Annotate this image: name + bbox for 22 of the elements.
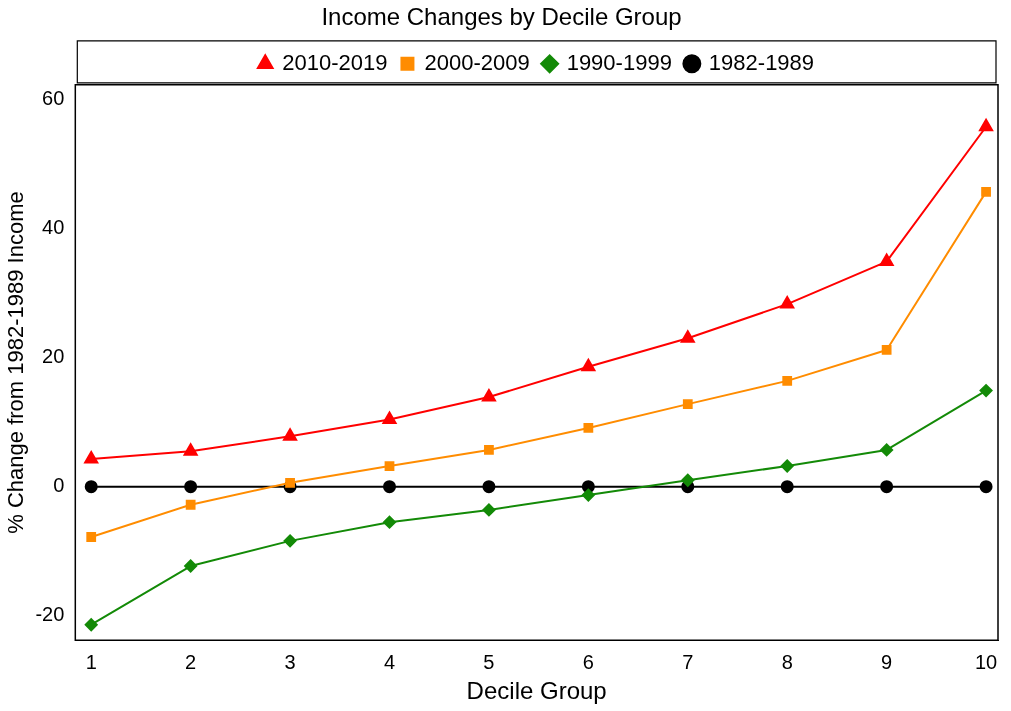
x-tick-label: 10 (974, 650, 998, 673)
x-axis-title: Decile Group (466, 677, 607, 705)
y-axis-title: % Change from 1982-1989 Income (3, 191, 29, 534)
legend-label: 1982-1989 (708, 49, 815, 75)
x-tick-label: 1 (85, 650, 97, 673)
x-tick-label: 3 (284, 650, 296, 673)
x-tick-label: 2 (185, 650, 197, 673)
y-tick-label: 40 (42, 216, 65, 239)
legend-label: 1990-1999 (566, 49, 672, 75)
x-tick-label: 5 (483, 650, 495, 673)
y-tick-label: 20 (42, 345, 65, 368)
chart-title: Income Changes by Decile Group (321, 3, 682, 31)
x-tick-label: 6 (582, 650, 594, 673)
y-tick-label: -20 (35, 603, 65, 626)
x-tick-label: 4 (383, 650, 396, 673)
x-tick-label: 7 (682, 650, 694, 673)
x-tick-label: 9 (881, 650, 893, 673)
x-tick-label: 8 (781, 650, 793, 673)
legend-label: 2000-2009 (424, 49, 530, 75)
legend-label: 2010-2019 (282, 49, 388, 75)
y-tick-label: 60 (42, 87, 65, 110)
y-tick-label: 0 (53, 474, 65, 497)
